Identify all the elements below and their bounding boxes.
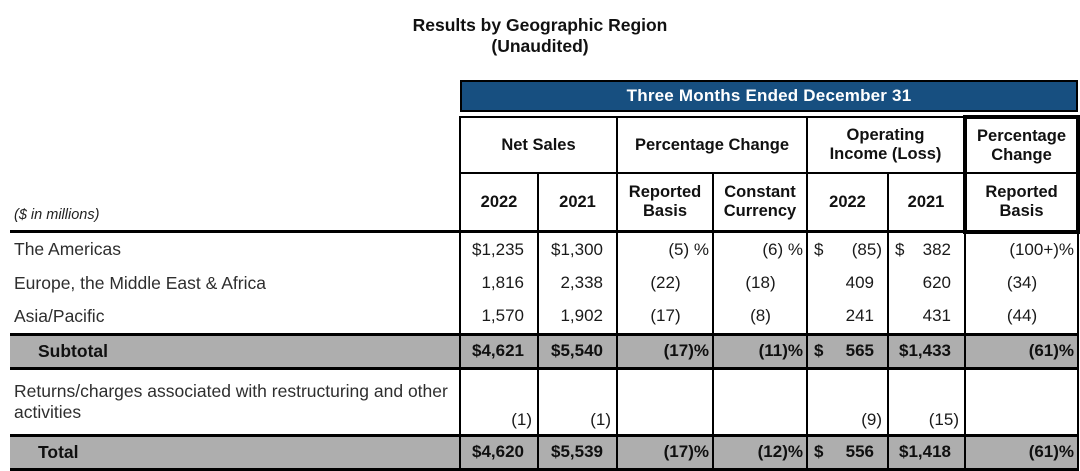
table-cell: $1,433: [887, 332, 966, 370]
table-cell: 431: [887, 299, 966, 334]
column-header-opinc-2021: 2021: [887, 172, 966, 233]
table-cell: (17): [616, 299, 714, 334]
table-cell: $565: [806, 332, 889, 370]
column-header-reported-basis-2: Reported Basis: [962, 172, 1080, 234]
table-row-subtotal: Subtotal $4,621 $5,540 (17)% (11)% $565 …: [10, 332, 1080, 370]
table-cell: (12)%: [712, 433, 808, 471]
period-band-holder: Three Months Ended December 31: [460, 79, 1079, 117]
row-label: Subtotal: [10, 332, 460, 370]
table-cell: $1,235: [459, 230, 539, 267]
column-header-opinc-2022: 2022: [806, 172, 889, 233]
currency-symbol: $: [814, 239, 824, 259]
table-cell: (11)%: [712, 332, 808, 370]
table-cell: 409: [806, 266, 889, 300]
row-label: The Americas: [10, 230, 460, 267]
table-cell: $4,620: [459, 433, 539, 471]
table-cell: (61)%: [963, 433, 1080, 471]
table-cell: 241: [806, 299, 889, 334]
report-title-line2: (Unaudited): [491, 36, 589, 56]
table-cell: (6) %: [712, 230, 808, 267]
table-cell: (34): [963, 266, 1080, 300]
table-cell: 1,902: [537, 299, 618, 334]
table-row-americas: The Americas $1,235 $1,300 (5) % (6) % $…: [10, 230, 1080, 267]
column-group-percentage-change: Percentage Change: [616, 116, 808, 174]
column-group-percentage-change-2: Percentage Change: [962, 115, 1080, 174]
table-cell: 1,570: [459, 299, 539, 334]
currency-symbol: $: [814, 341, 824, 360]
table-cell: (1): [537, 368, 618, 435]
table-cell: (100+)%: [963, 230, 1080, 267]
row-label: Total: [10, 433, 460, 471]
column-header-constant-currency: Constant Currency: [712, 172, 808, 233]
table-cell: $1,418: [887, 433, 966, 471]
table-cell: $5,540: [537, 332, 618, 370]
results-table: Three Months Ended December 31 Net Sales…: [10, 79, 1080, 471]
table-cell: (1): [459, 368, 539, 435]
geographic-results-table: Three Months Ended December 31 Net Sales…: [10, 79, 1080, 471]
table-cell: (15): [887, 368, 966, 435]
row-label: Returns/charges associated with restruct…: [10, 368, 460, 435]
table-cell: 2,338: [537, 266, 618, 300]
header-left-spacer: [10, 117, 460, 173]
period-band: Three Months Ended December 31: [460, 79, 1079, 112]
table-cell: 1,816: [459, 266, 539, 300]
table-cell: $5,539: [537, 433, 618, 471]
table-cell: (61)%: [963, 332, 1080, 370]
table-row-total: Total $4,620 $5,539 (17)% (12)% $556 $1,…: [10, 433, 1080, 471]
table-cell: (9): [806, 368, 889, 435]
column-header-reported-basis: Reported Basis: [616, 172, 714, 233]
header-left-spacer: [10, 79, 460, 117]
table-cell: $556: [806, 433, 889, 471]
table-cell: [616, 368, 714, 435]
column-header-netsales-2021: 2021: [537, 172, 618, 233]
table-row-asia-pacific: Asia/Pacific 1,570 1,902 (17) (8) 241 43…: [10, 299, 1080, 334]
row-label: Europe, the Middle East & Africa: [10, 266, 460, 300]
column-group-net-sales: Net Sales: [459, 116, 618, 174]
table-cell: (5) %: [616, 230, 714, 267]
table-cell: $4,621: [459, 332, 539, 370]
row-label: Asia/Pacific: [10, 299, 460, 334]
table-row-emea: Europe, the Middle East & Africa 1,816 2…: [10, 266, 1080, 300]
table-cell: (17)%: [616, 332, 714, 370]
table-cell: [712, 368, 808, 435]
table-cell: $ (85): [806, 230, 889, 267]
table-cell: [963, 368, 1080, 435]
table-cell: $382: [887, 230, 966, 267]
table-cell: (17)%: [616, 433, 714, 471]
currency-symbol: $: [895, 239, 905, 259]
table-cell: (18): [712, 266, 808, 300]
table-cell: 620: [887, 266, 966, 300]
report-title: Results by Geographic Region (Unaudited): [0, 15, 1080, 57]
table-cell: (22): [616, 266, 714, 300]
currency-symbol: $: [814, 442, 824, 461]
units-note: ($ in millions): [10, 173, 460, 232]
column-header-netsales-2022: 2022: [459, 172, 539, 233]
table-cell: (8): [712, 299, 808, 334]
table-row-returns-charges: Returns/charges associated with restruct…: [10, 368, 1080, 435]
report-title-line1: Results by Geographic Region: [412, 15, 668, 35]
table-cell: $1,300: [537, 230, 618, 267]
column-group-operating-income: Operating Income (Loss): [806, 116, 966, 174]
table-cell: (44): [963, 299, 1080, 334]
